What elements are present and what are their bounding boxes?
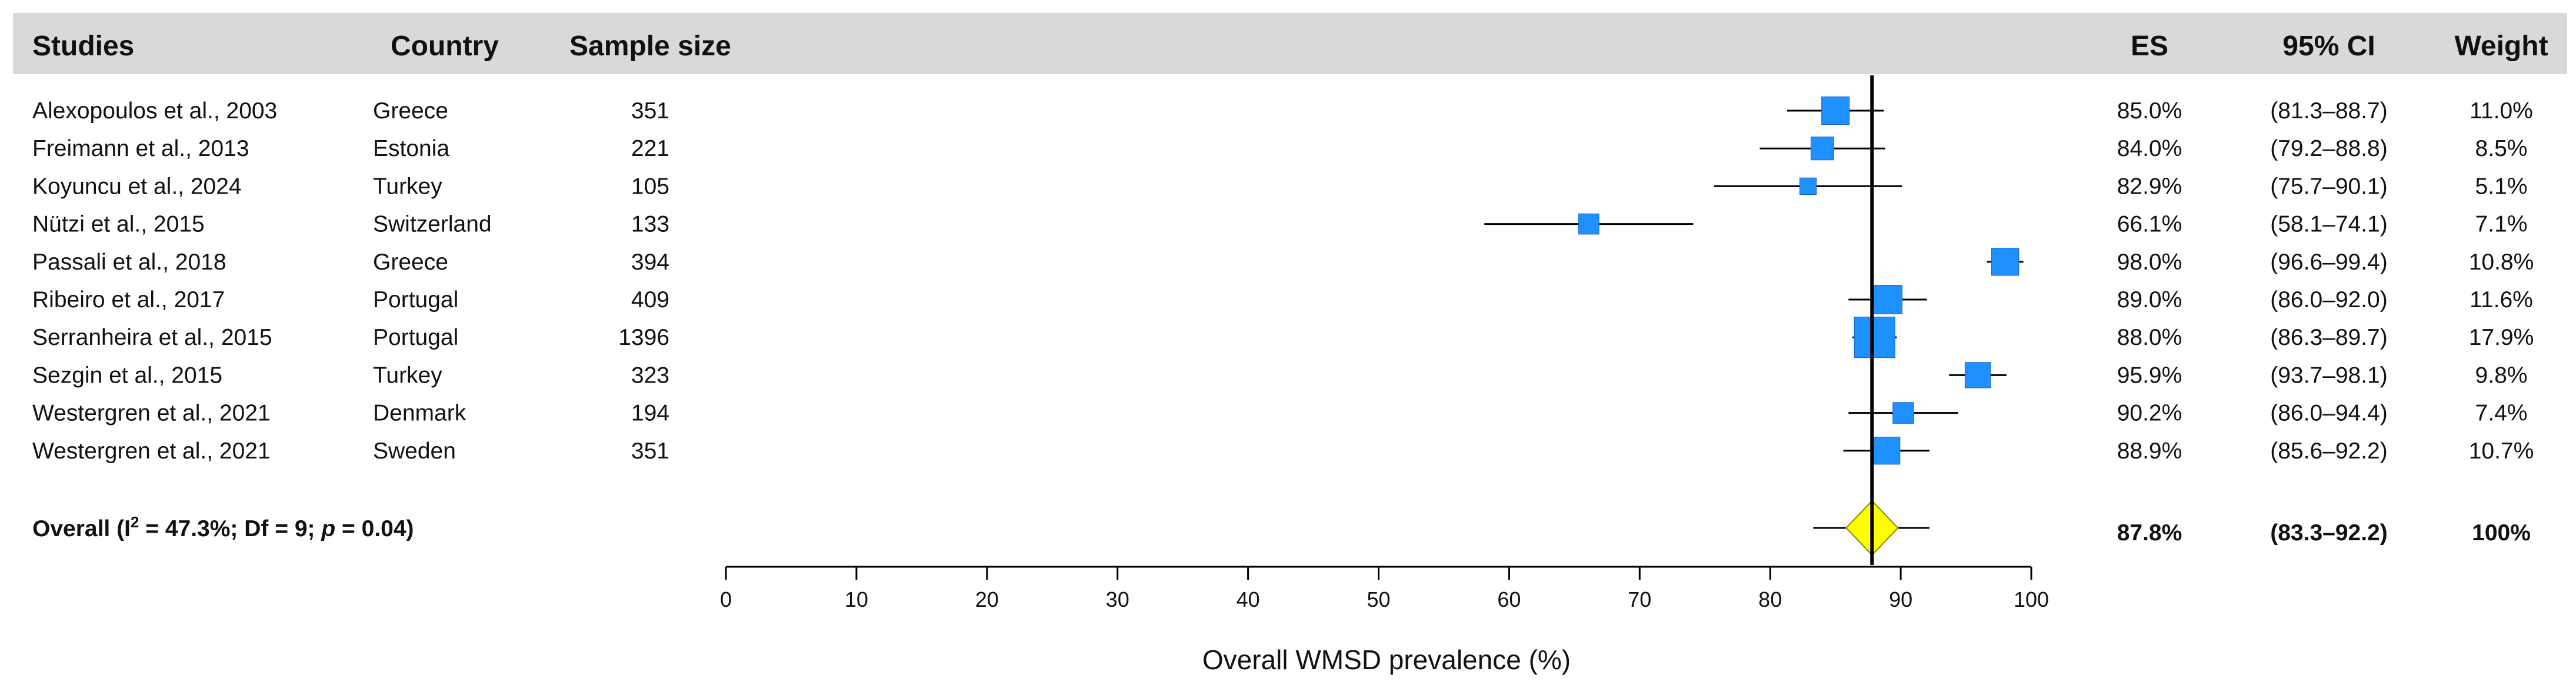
study-country: Turkey — [373, 174, 442, 199]
study-ci: (85.6–92.2) — [2270, 438, 2387, 464]
study-sample-size: 409 — [631, 287, 669, 313]
x-tick-label: 90 — [1889, 587, 1912, 611]
study-weight: 8.5% — [2475, 136, 2528, 161]
x-axis: 0 10 20 30 40 50 60 70 80 90 100 — [720, 566, 2049, 611]
header-ci: 95% CI — [2282, 31, 2375, 62]
study-es-marker — [1578, 213, 1599, 235]
x-tick-label: 50 — [1367, 587, 1390, 611]
study-es: 84.0% — [2117, 136, 2182, 161]
study-country: Portugal — [373, 325, 458, 350]
study-sample-size: 323 — [631, 363, 669, 388]
study-country: Greece — [373, 98, 448, 124]
x-tick-label: 100 — [2014, 587, 2049, 611]
x-axis-label: Overall WMSD prevalence (%) — [1202, 644, 1571, 675]
study-weight: 17.9% — [2469, 325, 2534, 350]
header-band — [13, 13, 2567, 74]
study-es-marker — [1872, 437, 1901, 465]
study-name: Koyuncu et al., 2024 — [32, 174, 242, 199]
x-tick-label: 0 — [720, 587, 732, 611]
study-country: Sweden — [373, 438, 456, 464]
overall-weight: 100% — [2472, 520, 2531, 546]
study-sample-size: 1396 — [618, 325, 669, 350]
study-country: Portugal — [373, 287, 458, 313]
study-weight: 7.4% — [2475, 401, 2528, 426]
study-ci: (75.7–90.1) — [2270, 174, 2387, 199]
study-es: 98.0% — [2117, 250, 2182, 275]
study-name: Freimann et al., 2013 — [32, 136, 249, 161]
x-tick-label: 60 — [1497, 587, 1521, 611]
study-sample-size: 133 — [631, 212, 669, 237]
study-weight: 11.6% — [2470, 287, 2533, 313]
study-es: 90.2% — [2117, 401, 2182, 426]
study-sample-size: 351 — [631, 438, 669, 464]
x-tick-label: 80 — [1758, 587, 1782, 611]
study-es: 89.0% — [2117, 287, 2182, 313]
study-es: 66.1% — [2117, 212, 2182, 237]
plot-marks — [1484, 75, 2024, 565]
x-tick-label: 10 — [845, 587, 868, 611]
study-country: Greece — [373, 250, 448, 275]
study-sample-size: 221 — [631, 136, 669, 161]
study-sample-size: 194 — [631, 401, 669, 426]
study-es-marker — [1821, 96, 1850, 125]
study-weight: 9.8% — [2475, 363, 2528, 388]
study-ci: (96.6–99.4) — [2270, 250, 2387, 275]
study-es-marker — [1892, 402, 1914, 424]
study-es-marker — [1872, 285, 1902, 314]
header-country: Country — [391, 31, 499, 62]
study-weight: 10.7% — [2469, 438, 2534, 464]
study-name: Nützi et al., 2015 — [32, 212, 205, 237]
study-es: 82.9% — [2117, 174, 2182, 199]
study-ci: (93.7–98.1) — [2270, 363, 2387, 388]
overall-label: Overall (I2 = 47.3%; Df = 9; p = 0.04) — [32, 513, 414, 541]
study-ci: (86.3–89.7) — [2270, 325, 2387, 350]
x-tick-label: 70 — [1628, 587, 1651, 611]
header-sample-size: Sample size — [569, 31, 731, 62]
study-es-marker — [1799, 177, 1817, 195]
overall-row: Overall (I2 = 47.3%; Df = 9; p = 0.04) 8… — [32, 513, 2531, 546]
study-country: Switzerland — [373, 212, 492, 237]
x-tick-label: 30 — [1106, 587, 1129, 611]
study-ci: (58.1–74.1) — [2270, 212, 2387, 237]
study-weight: 7.1% — [2475, 212, 2528, 237]
study-country: Estonia — [373, 136, 449, 161]
header-weight: Weight — [2454, 31, 2548, 62]
x-tick-label: 40 — [1237, 587, 1260, 611]
study-name: Alexopoulos et al., 2003 — [32, 98, 277, 124]
study-rows: Alexopoulos et al., 2003 Greece 351 85.0% (8… — [32, 98, 2534, 464]
study-country: Turkey — [373, 363, 442, 388]
study-es-marker — [1991, 248, 2020, 276]
study-name: Ribeiro et al., 2017 — [32, 287, 225, 313]
study-ci: (79.2–88.8) — [2270, 136, 2387, 161]
study-ci: (86.0–94.4) — [2270, 401, 2387, 426]
study-country: Denmark — [373, 401, 466, 426]
study-es: 95.9% — [2117, 363, 2182, 388]
header-studies: Studies — [32, 31, 134, 62]
study-name: Westergren et al., 2021 — [32, 438, 271, 464]
study-es-marker — [1810, 137, 1835, 161]
study-es-marker — [1854, 317, 1895, 358]
header-es: ES — [2131, 31, 2168, 62]
study-sample-size: 394 — [631, 250, 669, 275]
study-weight: 11.0% — [2470, 98, 2533, 124]
study-es: 88.0% — [2117, 325, 2182, 350]
study-es-marker — [1964, 362, 1991, 388]
study-weight: 10.8% — [2469, 250, 2534, 275]
study-es: 88.9% — [2117, 438, 2182, 464]
study-sample-size: 351 — [631, 98, 669, 124]
study-ci: (86.0–92.0) — [2270, 287, 2387, 313]
study-ci: (81.3–88.7) — [2270, 98, 2387, 124]
study-weight: 5.1% — [2475, 174, 2528, 199]
x-tick-label: 20 — [975, 587, 999, 611]
study-es: 85.0% — [2117, 98, 2182, 124]
study-name: Serranheira et al., 2015 — [32, 325, 272, 350]
overall-ci: (83.3–92.2) — [2270, 520, 2387, 546]
study-name: Westergren et al., 2021 — [32, 401, 271, 426]
overall-es: 87.8% — [2117, 520, 2182, 546]
study-name: Passali et al., 2018 — [32, 250, 226, 275]
study-sample-size: 105 — [631, 174, 669, 199]
study-name: Sezgin et al., 2015 — [32, 363, 222, 388]
